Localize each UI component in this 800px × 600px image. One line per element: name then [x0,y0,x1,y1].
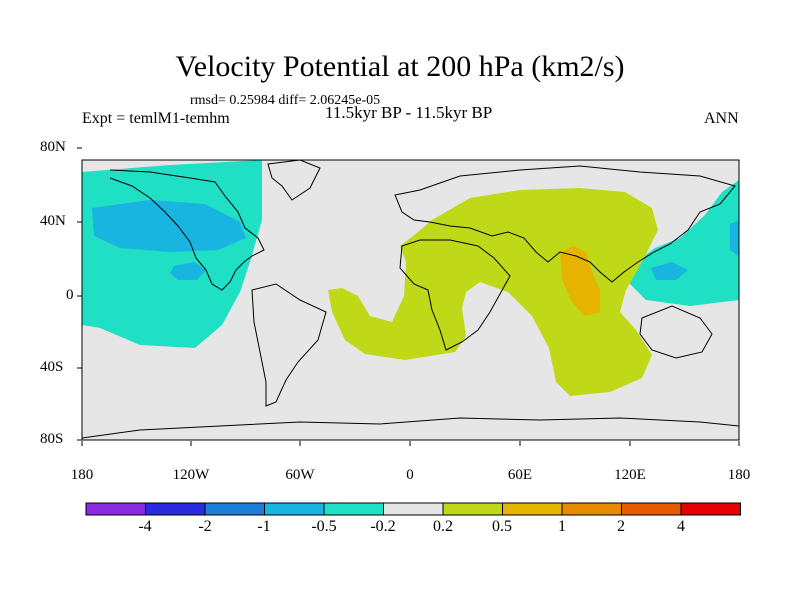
colorbar-label: 0.5 [492,518,512,535]
lon-label-0: 0 [406,467,414,483]
positive-core-southeast-asia [560,246,600,316]
coastline-australia [639,305,713,359]
map-frame [81,159,740,441]
colorbar-label: 1 [558,518,566,535]
lat-label-equator: 0 [66,287,74,303]
stats-text: rmsd= 0.25984 diff= 2.06245e-05 [190,93,381,108]
colorbar-label: -2 [198,518,212,535]
experiment-label: Expt = temlM1-temhm [82,110,230,127]
colorbar-label: -0.2 [370,518,396,535]
colorbar-box [621,502,682,516]
colorbar-label: 0.2 [433,518,453,535]
lat-label-80s: 80S [40,431,64,447]
period-subtitle: 11.5kyr BP - 11.5kyr BP [325,103,493,122]
colorbar-box [383,502,444,516]
coastline-antarctica [82,417,739,439]
positive-region-indo-africa [328,188,658,396]
negative-core-west-pacific [651,262,688,280]
axis-ticks [77,147,740,446]
colorbar-label: -0.5 [311,518,337,535]
coastline-south-america [251,283,327,407]
colorbar-label: 2 [617,518,625,535]
coastlines [82,160,739,439]
colorbar-box [442,502,503,516]
colorbar-label: -1 [257,518,271,535]
contour-fill [82,160,739,396]
lon-label-120e: 120E [614,467,646,483]
colorbar-box [264,502,325,516]
colorbar-box [204,502,265,516]
negative-core-dateline [730,220,739,256]
chart-title: Velocity Potential at 200 hPa (km2/s) [175,50,625,83]
negative-core-subtropical-pacific [170,262,206,280]
lat-label-40n: 40N [40,213,66,229]
lon-label-180e: 180 [727,467,751,483]
colorbar-box [502,502,563,516]
season-label: ANN [704,110,739,127]
colorbar-box [85,502,146,516]
coastline-eurasia [394,165,736,283]
negative-core-north-pacific [92,200,246,252]
colorbar-box [680,502,741,516]
lon-label-120w: 120W [172,467,210,483]
lat-label-40s: 40S [40,359,64,375]
colorbar [85,502,741,516]
colorbar-label: 4 [677,518,685,535]
coastline-greenland [267,160,321,201]
coastline-north-america [109,169,265,291]
lon-label-60e: 60E [507,467,533,483]
colorbar-box [323,502,384,516]
lon-label-180w: 180 [70,467,94,483]
colorbar-box [145,502,206,516]
lat-label-80n: 80N [40,139,66,155]
colorbar-box [561,502,622,516]
coastline-africa [399,239,511,351]
lon-label-60w: 60W [285,467,315,483]
colorbar-label: -4 [138,518,152,535]
